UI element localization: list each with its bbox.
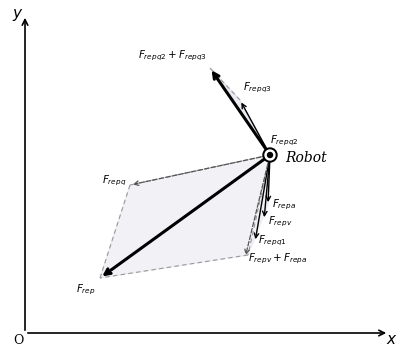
Circle shape	[263, 148, 277, 162]
Text: $F_{repa}$: $F_{repa}$	[272, 198, 296, 212]
Text: $F_{repq}$: $F_{repq}$	[102, 174, 126, 188]
Text: $F_{repq1}$: $F_{repq1}$	[258, 234, 286, 248]
Text: $F_{repq2}$: $F_{repq2}$	[270, 134, 299, 148]
Text: $F_{repq3}$: $F_{repq3}$	[243, 81, 272, 95]
Circle shape	[265, 150, 275, 160]
Text: $F_{rep}$: $F_{rep}$	[76, 283, 96, 297]
Text: $F_{repv}$: $F_{repv}$	[268, 215, 292, 229]
Text: O: O	[13, 334, 23, 347]
Polygon shape	[210, 68, 270, 155]
Circle shape	[267, 152, 273, 158]
Text: Robot: Robot	[285, 151, 327, 165]
Text: $F_{repv}+F_{repa}$: $F_{repv}+F_{repa}$	[248, 252, 307, 266]
Text: $x$: $x$	[386, 333, 398, 347]
Text: $y$: $y$	[12, 7, 24, 23]
Text: $F_{repq2}+F_{repq3}$: $F_{repq2}+F_{repq3}$	[138, 49, 207, 63]
Polygon shape	[100, 155, 270, 278]
